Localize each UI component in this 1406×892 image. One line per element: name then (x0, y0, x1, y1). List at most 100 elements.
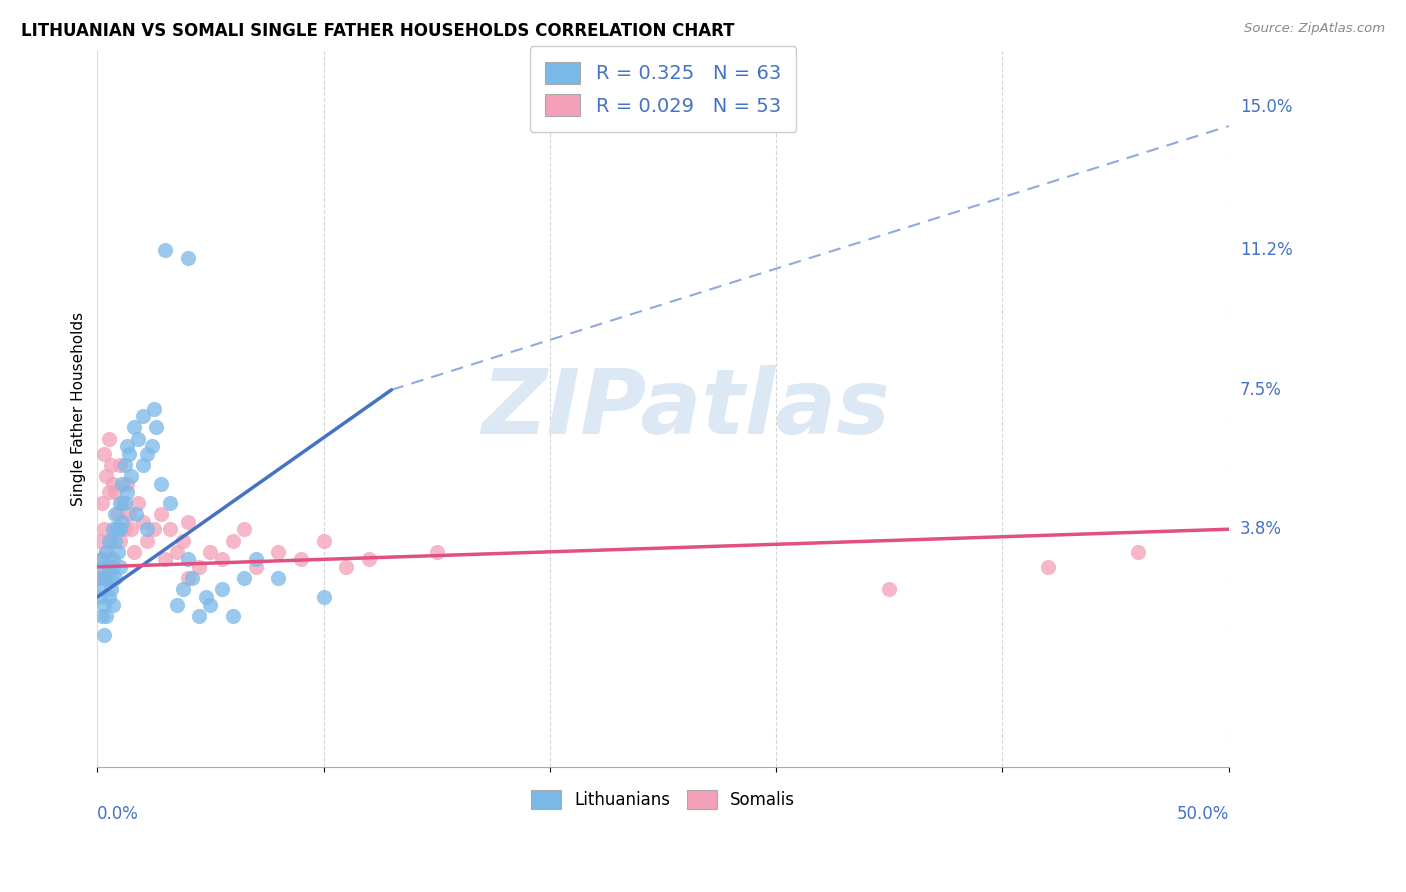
Point (122, 545, 145, 559)
Point (118, 447, 141, 461)
Point (267, 545, 290, 559)
Point (107, 545, 129, 559)
Point (142, 522, 165, 536)
Point (172, 582, 194, 597)
Point (245, 560, 267, 574)
Point (97, 560, 120, 574)
Point (115, 439, 138, 453)
Point (97, 432, 120, 446)
Point (100, 582, 122, 597)
Point (127, 432, 149, 446)
Point (114, 458, 136, 472)
Point (120, 522, 142, 536)
Point (159, 522, 181, 536)
Point (149, 477, 172, 491)
Point (100, 458, 122, 472)
Text: 3.8%: 3.8% (1240, 520, 1282, 538)
Point (93, 522, 115, 536)
Point (118, 507, 141, 521)
Point (107, 507, 129, 521)
Text: 0.0%: 0.0% (97, 805, 139, 823)
Point (89, 590, 111, 604)
Point (90, 582, 112, 597)
Point (426, 545, 449, 559)
Legend: Lithuanians, Somalis: Lithuanians, Somalis (517, 777, 808, 822)
Point (188, 560, 211, 574)
Point (104, 522, 127, 536)
Point (103, 522, 125, 536)
Point (93, 560, 115, 574)
Point (177, 515, 200, 529)
Text: 11.2%: 11.2% (1240, 242, 1292, 260)
Point (103, 598, 125, 612)
Point (194, 590, 217, 604)
Point (108, 458, 131, 472)
Point (96, 545, 118, 559)
Point (111, 515, 134, 529)
Point (93, 598, 115, 612)
Point (114, 496, 136, 510)
Point (100, 552, 122, 566)
Point (93, 571, 115, 585)
Point (96, 608, 118, 623)
Point (136, 533, 159, 548)
Text: LITHUANIAN VS SOMALI SINGLE FATHER HOUSEHOLDS CORRELATION CHART: LITHUANIAN VS SOMALI SINGLE FATHER HOUSE… (21, 22, 734, 40)
Point (122, 420, 145, 434)
Point (149, 507, 172, 521)
Point (159, 496, 181, 510)
Point (108, 560, 131, 574)
Point (136, 447, 159, 461)
Point (181, 571, 204, 585)
Point (108, 522, 131, 536)
Point (103, 560, 125, 574)
Point (155, 244, 177, 258)
Point (108, 533, 131, 548)
Point (177, 571, 200, 585)
Point (335, 560, 357, 574)
Text: 7.5%: 7.5% (1240, 381, 1282, 399)
Point (1036, 560, 1059, 574)
Point (879, 582, 901, 597)
Point (97, 590, 120, 604)
Point (100, 533, 122, 548)
Point (96, 571, 118, 585)
Point (1128, 545, 1150, 559)
Point (155, 552, 177, 566)
Point (211, 582, 233, 597)
Point (108, 496, 131, 510)
Point (111, 496, 134, 510)
Point (222, 533, 245, 548)
Point (127, 496, 149, 510)
Point (131, 515, 153, 529)
Point (312, 590, 335, 604)
Point (90, 608, 112, 623)
Point (90, 552, 112, 566)
Point (104, 533, 127, 548)
Text: 15.0%: 15.0% (1240, 98, 1292, 116)
Text: ZIPatlas: ZIPatlas (481, 365, 890, 452)
Point (103, 552, 125, 566)
Y-axis label: Single Father Households: Single Father Households (72, 311, 86, 506)
Point (166, 598, 188, 612)
Point (357, 552, 380, 566)
Point (177, 552, 200, 566)
Point (233, 522, 256, 536)
Point (172, 533, 194, 548)
Text: 50.0%: 50.0% (1177, 805, 1229, 823)
Point (96, 469, 118, 483)
Point (100, 571, 122, 585)
Point (93, 447, 115, 461)
Point (115, 477, 138, 491)
Point (245, 552, 267, 566)
Point (166, 545, 188, 559)
Point (200, 598, 222, 612)
Point (177, 251, 200, 265)
Point (136, 522, 159, 536)
Text: Source: ZipAtlas.com: Source: ZipAtlas.com (1244, 22, 1385, 36)
Point (115, 484, 138, 499)
Point (89, 533, 111, 548)
Point (125, 507, 148, 521)
Point (233, 571, 256, 585)
Point (290, 552, 312, 566)
Point (200, 545, 222, 559)
